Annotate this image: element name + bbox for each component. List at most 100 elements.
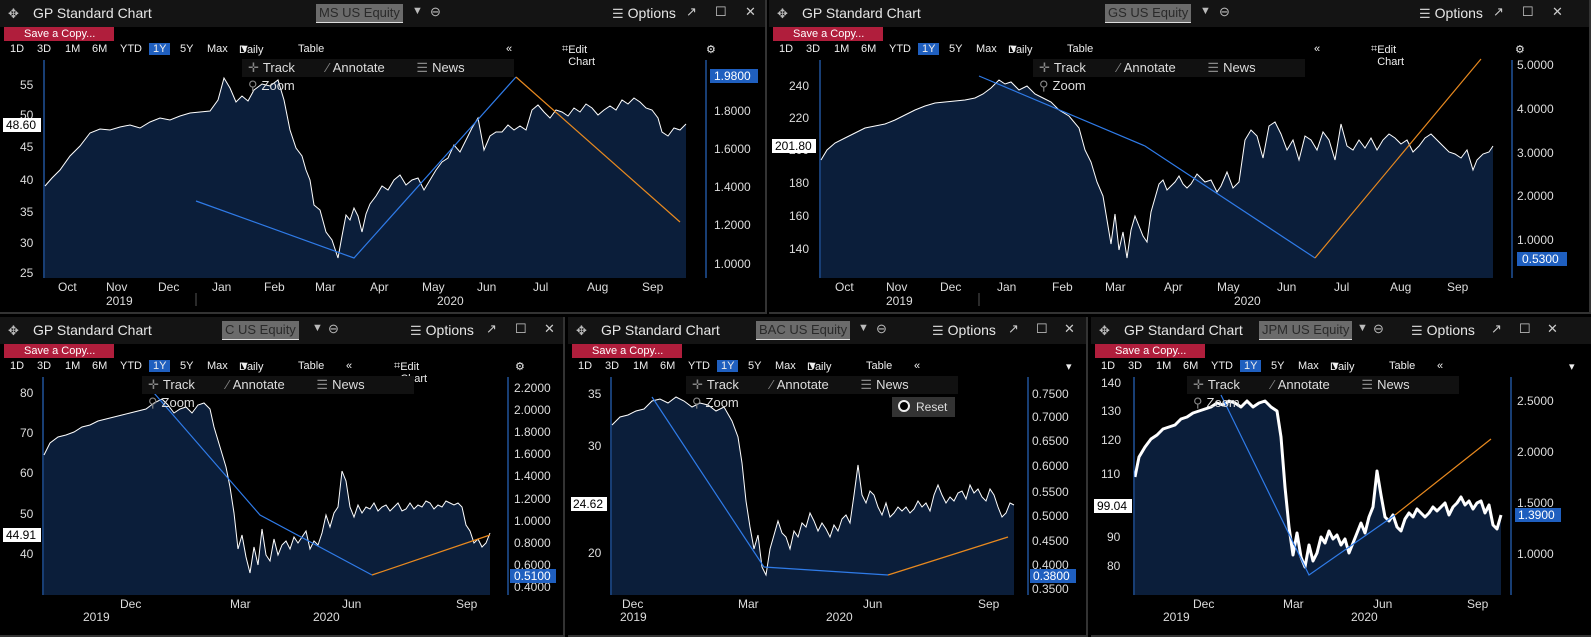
price-chart[interactable]: 35 30 20 0.7500 0.7000 0.6500 0.6000 0.5… bbox=[568, 317, 1088, 637]
collapse-icon[interactable]: « bbox=[1314, 43, 1321, 55]
news-tool[interactable]: ☰ News bbox=[860, 377, 922, 392]
track-tool[interactable]: ✛ Track bbox=[1039, 60, 1100, 75]
reset-button[interactable]: Reset bbox=[892, 397, 956, 417]
chevron-down-icon[interactable]: ▼ bbox=[858, 322, 869, 334]
table-button[interactable]: Table bbox=[866, 360, 893, 372]
chevron-down-icon[interactable]: ▼ bbox=[312, 322, 323, 334]
trend-line-blue[interactable] bbox=[978, 75, 1316, 259]
table-button[interactable]: Table bbox=[1389, 360, 1416, 372]
period-5y[interactable]: 5Y bbox=[180, 360, 194, 372]
zoom-tool[interactable]: ⚲ Zoom bbox=[148, 395, 209, 410]
price-chart[interactable]: 80 70 60 50 40 2.2000 2.0000 1.8000 1.60… bbox=[0, 317, 565, 637]
track-tool[interactable]: ✛ Track bbox=[692, 377, 753, 392]
annotate-tool[interactable]: ∕ Annotate bbox=[1272, 377, 1344, 392]
period-6m[interactable]: 6M bbox=[92, 360, 108, 372]
options-menu[interactable]: ☰ Options bbox=[1419, 5, 1483, 22]
maximize-icon[interactable]: ☐ bbox=[1036, 321, 1048, 336]
edit-chart-button[interactable]: ⌗ Edit Chart bbox=[562, 43, 596, 68]
chevron-down-icon[interactable]: ▾ bbox=[1066, 361, 1072, 373]
news-tool[interactable]: ☰ News bbox=[1361, 377, 1423, 392]
link-icon[interactable]: ⊖ bbox=[1373, 321, 1384, 336]
period-1m[interactable]: 1M bbox=[1156, 360, 1172, 372]
annotate-tool[interactable]: ∕ Annotate bbox=[771, 377, 843, 392]
chevron-down-icon[interactable]: ▾ bbox=[1569, 361, 1575, 373]
options-menu[interactable]: ☰ Options bbox=[932, 322, 996, 339]
price-chart[interactable]: 140 130 120 110 90 80 2.5000 2.0000 1.50… bbox=[1091, 317, 1591, 637]
maximize-icon[interactable]: ☐ bbox=[515, 321, 527, 336]
link-icon[interactable]: ⊖ bbox=[876, 321, 887, 336]
save-copy-button[interactable]: Save a Copy... bbox=[773, 27, 883, 41]
period-1y[interactable]: 1Y bbox=[918, 43, 940, 55]
daily-select[interactable]: Daily ▼ bbox=[807, 360, 832, 373]
period-5y[interactable]: 5Y bbox=[180, 43, 194, 55]
period-6m[interactable]: 6M bbox=[861, 43, 877, 55]
period-max[interactable]: Max bbox=[775, 360, 796, 372]
news-tool[interactable]: ☰ News bbox=[416, 60, 478, 75]
trend-line-blue[interactable] bbox=[195, 76, 517, 259]
zoom-tool[interactable]: ⚲ Zoom bbox=[248, 78, 309, 93]
move-icon[interactable]: ✥ bbox=[8, 6, 19, 21]
collapse-icon[interactable]: « bbox=[506, 43, 513, 55]
security-field[interactable]: JPM US Equity bbox=[1259, 321, 1353, 340]
period-5y[interactable]: 5Y bbox=[1271, 360, 1285, 372]
period-1y[interactable]: 1Y bbox=[149, 360, 171, 372]
chevron-down-icon[interactable]: ▼ bbox=[1200, 5, 1211, 17]
period-1d[interactable]: 1D bbox=[10, 43, 25, 55]
track-tool[interactable]: ✛ Track bbox=[148, 377, 209, 392]
maximize-icon[interactable]: ☐ bbox=[715, 4, 727, 19]
settings-icon[interactable]: ⚙ bbox=[515, 361, 525, 373]
collapse-icon[interactable]: « bbox=[914, 360, 921, 372]
trend-line-orange[interactable] bbox=[887, 536, 1009, 576]
period-max[interactable]: Max bbox=[207, 43, 228, 55]
save-copy-button[interactable]: Save a Copy... bbox=[4, 27, 114, 41]
period-max[interactable]: Max bbox=[207, 360, 228, 372]
period-3d[interactable]: 3D bbox=[37, 360, 52, 372]
period-1d[interactable]: 1D bbox=[1101, 360, 1116, 372]
save-copy-button[interactable]: Save a Copy... bbox=[4, 344, 114, 358]
period-3d[interactable]: 3D bbox=[605, 360, 620, 372]
period-ytd[interactable]: YTD bbox=[889, 43, 911, 55]
trend-line-orange[interactable] bbox=[371, 534, 491, 576]
save-copy-button[interactable]: Save a Copy... bbox=[1095, 344, 1205, 358]
move-icon[interactable]: ✥ bbox=[8, 323, 19, 338]
move-icon[interactable]: ✥ bbox=[777, 6, 788, 21]
news-tool[interactable]: ☰ News bbox=[1207, 60, 1269, 75]
period-1m[interactable]: 1M bbox=[633, 360, 649, 372]
close-icon[interactable]: ✕ bbox=[1064, 321, 1075, 336]
chevron-down-icon[interactable]: ▼ bbox=[1357, 322, 1368, 334]
security-field[interactable]: BAC US Equity bbox=[756, 321, 851, 340]
period-1y[interactable]: 1Y bbox=[149, 43, 171, 55]
period-max[interactable]: Max bbox=[1298, 360, 1319, 372]
trend-line-orange[interactable] bbox=[515, 76, 681, 223]
trend-line-blue[interactable] bbox=[651, 396, 889, 576]
period-ytd[interactable]: YTD bbox=[1211, 360, 1233, 372]
period-5y[interactable]: 5Y bbox=[748, 360, 762, 372]
period-1m[interactable]: 1M bbox=[65, 360, 81, 372]
trend-line-blue[interactable] bbox=[1220, 394, 1396, 576]
maximize-icon[interactable]: ☐ bbox=[1522, 4, 1534, 19]
trend-line-blue[interactable] bbox=[153, 392, 373, 576]
period-max[interactable]: Max bbox=[976, 43, 997, 55]
security-field[interactable]: MS US Equity bbox=[316, 4, 403, 23]
period-5y[interactable]: 5Y bbox=[949, 43, 963, 55]
security-field[interactable]: GS US Equity bbox=[1105, 4, 1192, 23]
track-tool[interactable]: ✛ Track bbox=[248, 60, 309, 75]
link-icon[interactable]: ⊖ bbox=[328, 321, 339, 336]
daily-select[interactable]: Daily ▼ bbox=[1330, 360, 1355, 373]
close-icon[interactable]: ✕ bbox=[1552, 4, 1563, 19]
maximize-icon[interactable]: ☐ bbox=[1519, 321, 1531, 336]
options-menu[interactable]: ☰ Options bbox=[1411, 322, 1475, 339]
daily-select[interactable]: Daily ▼ bbox=[239, 360, 264, 373]
settings-icon[interactable]: ⚙ bbox=[1515, 44, 1525, 56]
security-field[interactable]: C US Equity bbox=[222, 321, 299, 340]
save-copy-button[interactable]: Save a Copy... bbox=[572, 344, 682, 358]
period-1d[interactable]: 1D bbox=[10, 360, 25, 372]
move-icon[interactable]: ✥ bbox=[1099, 323, 1110, 338]
close-icon[interactable]: ✕ bbox=[1547, 321, 1558, 336]
popout-icon[interactable]: ↗ bbox=[686, 4, 697, 19]
period-ytd[interactable]: YTD bbox=[688, 360, 710, 372]
track-tool[interactable]: ✛ Track bbox=[1193, 377, 1254, 392]
period-1y[interactable]: 1Y bbox=[717, 360, 739, 372]
news-tool[interactable]: ☰ News bbox=[316, 377, 378, 392]
popout-icon[interactable]: ↗ bbox=[1491, 321, 1502, 336]
